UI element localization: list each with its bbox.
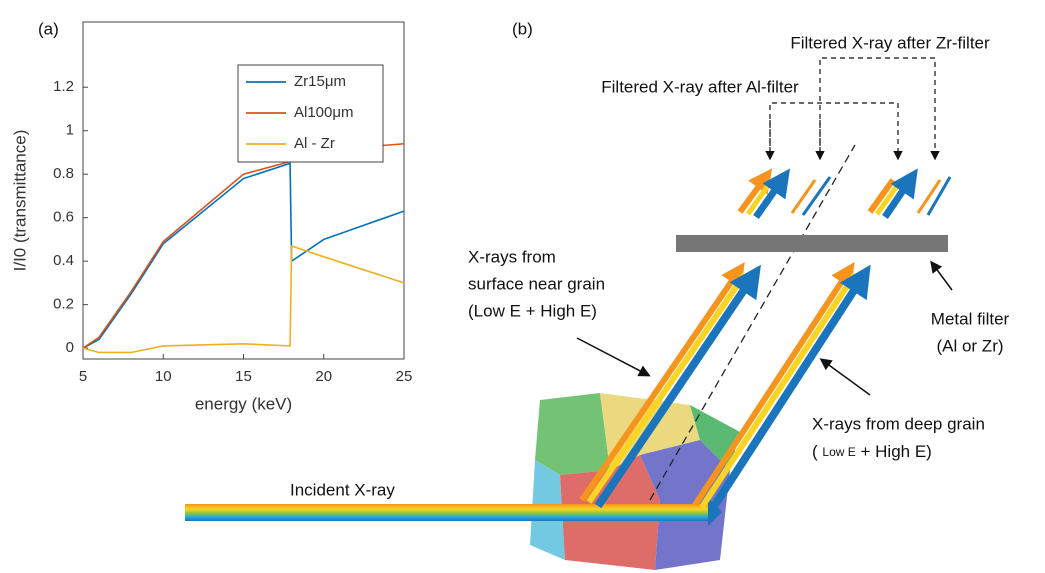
y-tick-label: 0.6 (53, 209, 74, 226)
legend-label: Zr15μm (294, 73, 346, 90)
page: {"chart_data": {"type": "line", "xlabel"… (0, 0, 1045, 573)
metal-filter (676, 235, 948, 252)
deep-label: X-rays from deep grain (812, 414, 985, 433)
legend-label: Al100μm (294, 104, 354, 121)
filter-label: (Al or Zr) (936, 336, 1003, 355)
zr-label: Filtered X-ray after Zr-filter (790, 33, 990, 52)
filtered-beams (740, 177, 950, 217)
panel-label: (b) (512, 19, 533, 38)
pointer-arrows (577, 263, 952, 395)
x-axis-label: energy (keV) (195, 394, 292, 413)
filter-label: Metal filter (931, 309, 1010, 328)
incident-beam (185, 504, 710, 521)
y-tick-label: 0.4 (53, 252, 74, 269)
legend-label: Al - Zr (294, 135, 335, 152)
surface-label: surface near grain (468, 274, 605, 293)
y-tick-label: 0.2 (53, 296, 74, 313)
x-tick-label: 10 (155, 368, 172, 385)
surface-label: X-rays from (468, 247, 556, 266)
deep-label: ( Low E + High E) (812, 442, 932, 461)
x-tick-label: 20 (315, 368, 332, 385)
incident-label: Incident X-ray (290, 480, 395, 499)
x-tick-label: 15 (235, 368, 252, 385)
panel-label: (a) (38, 19, 59, 38)
x-tick-label: 5 (79, 368, 87, 385)
y-tick-label: 1.2 (53, 78, 74, 95)
figure: (a) (b) (0, 0, 1045, 573)
y-tick-label: 0 (66, 339, 74, 356)
y-tick-label: 0.8 (53, 165, 74, 182)
label-brackets (770, 58, 935, 158)
deep-small: Low E (822, 445, 855, 459)
al-label: Filtered X-ray after Al-filter (601, 77, 799, 96)
surface-label: (Low E + High E) (468, 301, 597, 320)
y-axis-label: I/I0 (transmittance) (10, 130, 29, 272)
y-tick-label: 1 (66, 122, 74, 139)
chart: 0 0.2 0.4 0.6 0.8 1 1.2 5 10 15 20 25 energy (keV) I/… (10, 22, 412, 413)
x-tick-label: 25 (396, 368, 413, 385)
deep-close: + High E) (861, 442, 932, 461)
deep-open: ( (812, 442, 818, 461)
